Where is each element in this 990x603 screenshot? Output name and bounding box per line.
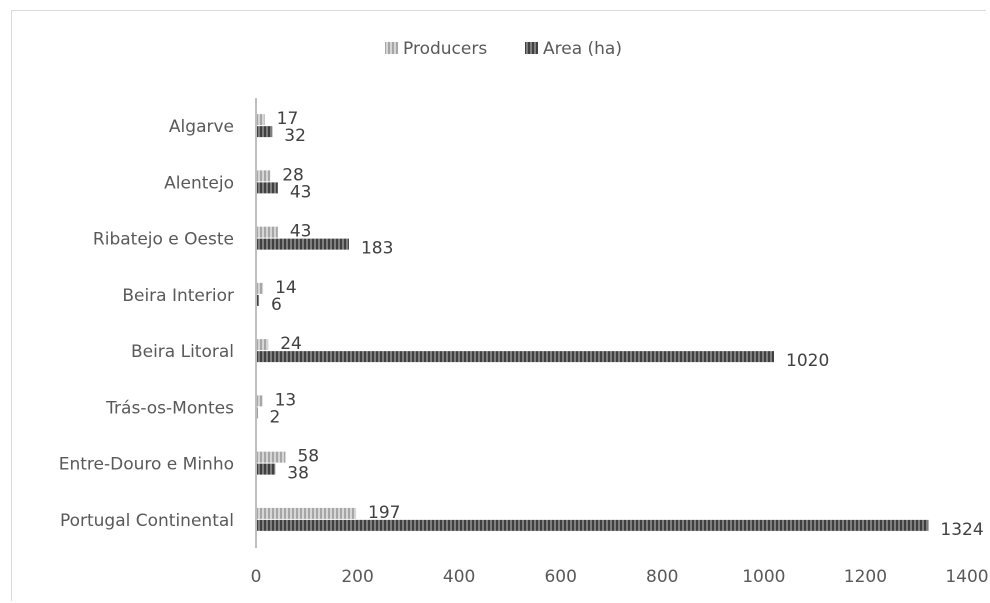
- x-tick-label: 600: [544, 567, 576, 587]
- category-label: Alentejo: [164, 173, 234, 193]
- bar-area-1: [256, 182, 278, 194]
- bar-area-0: [256, 126, 273, 138]
- bar-area-2: [256, 238, 349, 250]
- bar-producers-3: [256, 282, 264, 294]
- category-label: Portugal Continental: [60, 511, 234, 531]
- legend-swatch-producers: [385, 42, 398, 54]
- category-label: Ribatejo e Oeste: [93, 230, 234, 250]
- bar-producers-6: [256, 451, 286, 463]
- data-label: 32: [284, 126, 306, 146]
- x-tick-label: 0: [251, 567, 262, 587]
- data-label: 17: [277, 109, 299, 129]
- legend-label-producers: Producers: [403, 39, 487, 59]
- x-tick-label: 400: [443, 567, 475, 587]
- bar-area-7: [256, 519, 929, 531]
- data-label: 58: [297, 447, 319, 467]
- data-label: 24: [280, 334, 302, 354]
- bar-producers-2: [256, 226, 278, 238]
- x-tick-label: 800: [646, 567, 678, 587]
- chart-frame: [11, 10, 986, 601]
- data-label: 14: [275, 278, 297, 298]
- data-label: 183: [361, 239, 393, 259]
- data-label: 197: [368, 503, 400, 523]
- bar-producers-4: [256, 339, 269, 351]
- bar-area-3: [256, 294, 260, 306]
- bar-producers-1: [256, 170, 271, 182]
- bar-producers-0: [256, 114, 265, 126]
- data-label: 1020: [786, 351, 829, 371]
- x-tick-label: 1000: [742, 567, 785, 587]
- data-label: 43: [290, 222, 312, 242]
- data-label: 43: [290, 182, 312, 202]
- category-label: Beira Litoral: [131, 342, 234, 362]
- bar-area-4: [256, 351, 775, 363]
- data-label: 1324: [940, 520, 983, 540]
- data-label: 6: [271, 295, 282, 315]
- category-label: Beira Interior: [122, 286, 234, 306]
- data-label: 38: [287, 464, 309, 484]
- data-label: 13: [275, 390, 297, 410]
- category-label: Trás-os-Montes: [105, 398, 234, 418]
- legend-label-area: Area (ha): [543, 39, 622, 59]
- x-tick-label: 1400: [945, 567, 988, 587]
- category-label: Algarve: [169, 117, 234, 137]
- data-label: 2: [270, 407, 281, 427]
- x-tick-label: 200: [341, 567, 373, 587]
- bar-producers-5: [256, 395, 263, 407]
- bar-area-6: [256, 463, 276, 475]
- bar-producers-7: [256, 507, 357, 519]
- category-label: Entre-Douro e Minho: [59, 455, 234, 475]
- legend: Producers Area (ha): [385, 39, 622, 59]
- bars-group: [256, 114, 929, 531]
- x-tick-label: 1200: [844, 567, 887, 587]
- data-label: 28: [282, 165, 304, 185]
- legend-swatch-area: [525, 42, 538, 54]
